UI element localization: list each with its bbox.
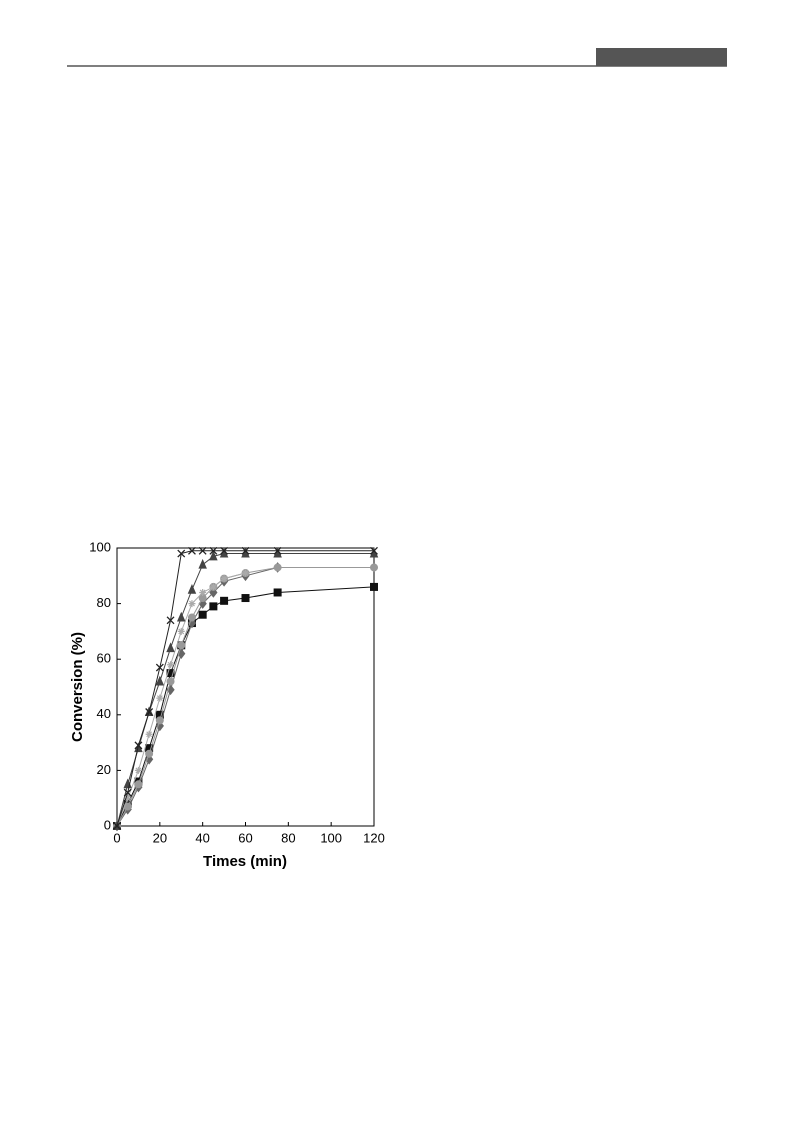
marker: [145, 708, 154, 716]
marker: [209, 550, 218, 561]
marker: [220, 546, 229, 555]
x-tick-label: 20: [153, 830, 167, 845]
header-box: [596, 48, 727, 66]
y-tick-label: 40: [97, 706, 111, 721]
marker: [177, 641, 186, 650]
marker: [155, 663, 164, 672]
marker: [199, 588, 207, 596]
marker: [242, 569, 249, 577]
y-tick-label: 0: [104, 817, 111, 832]
marker: [124, 794, 132, 802]
marker: [273, 563, 282, 572]
marker: [187, 546, 196, 555]
marker: [209, 583, 217, 591]
marker: [134, 780, 143, 789]
marker: [273, 546, 282, 555]
y-tick-label: 80: [97, 595, 111, 610]
x-tick-label: 80: [281, 830, 295, 845]
x-tick-label: 120: [363, 830, 385, 845]
marker: [166, 616, 175, 625]
y-tick-label: 20: [97, 762, 111, 777]
marker: [155, 675, 165, 686]
y-tick-label: 60: [97, 651, 111, 666]
series-line: [116, 586, 375, 827]
x-tick-label: 0: [113, 830, 120, 845]
marker: [220, 596, 229, 605]
marker: [145, 749, 154, 758]
marker: [187, 583, 197, 594]
series-line: [116, 566, 374, 827]
marker: [134, 766, 142, 774]
marker: [145, 730, 153, 738]
marker: [177, 549, 186, 558]
marker: [220, 575, 228, 583]
series-line: [116, 550, 374, 827]
marker: [187, 613, 196, 622]
marker: [370, 563, 378, 572]
x-tick-label: 100: [320, 830, 342, 845]
marker: [167, 661, 175, 669]
marker: [176, 611, 186, 622]
marker: [113, 822, 121, 830]
marker: [241, 594, 250, 603]
marker: [156, 694, 164, 702]
x-axis-label: Times (min): [203, 853, 287, 870]
marker: [198, 558, 207, 569]
marker: [166, 642, 175, 653]
marker: [209, 546, 218, 555]
y-tick-label: 100: [89, 539, 111, 554]
x-tick-label: 60: [238, 830, 252, 845]
marker: [166, 677, 175, 686]
x-tick-label: 40: [195, 830, 209, 845]
marker: [370, 546, 378, 555]
marker: [155, 716, 164, 725]
marker: [241, 546, 250, 555]
marker: [188, 600, 196, 608]
y-axis-label: Conversion (%): [69, 632, 86, 742]
marker: [123, 788, 132, 797]
marker: [177, 627, 185, 635]
marker: [198, 546, 207, 555]
marker: [198, 610, 207, 619]
marker: [166, 669, 175, 678]
marker: [370, 582, 378, 591]
marker: [209, 602, 218, 611]
marker: [134, 741, 143, 750]
marker: [273, 588, 282, 597]
